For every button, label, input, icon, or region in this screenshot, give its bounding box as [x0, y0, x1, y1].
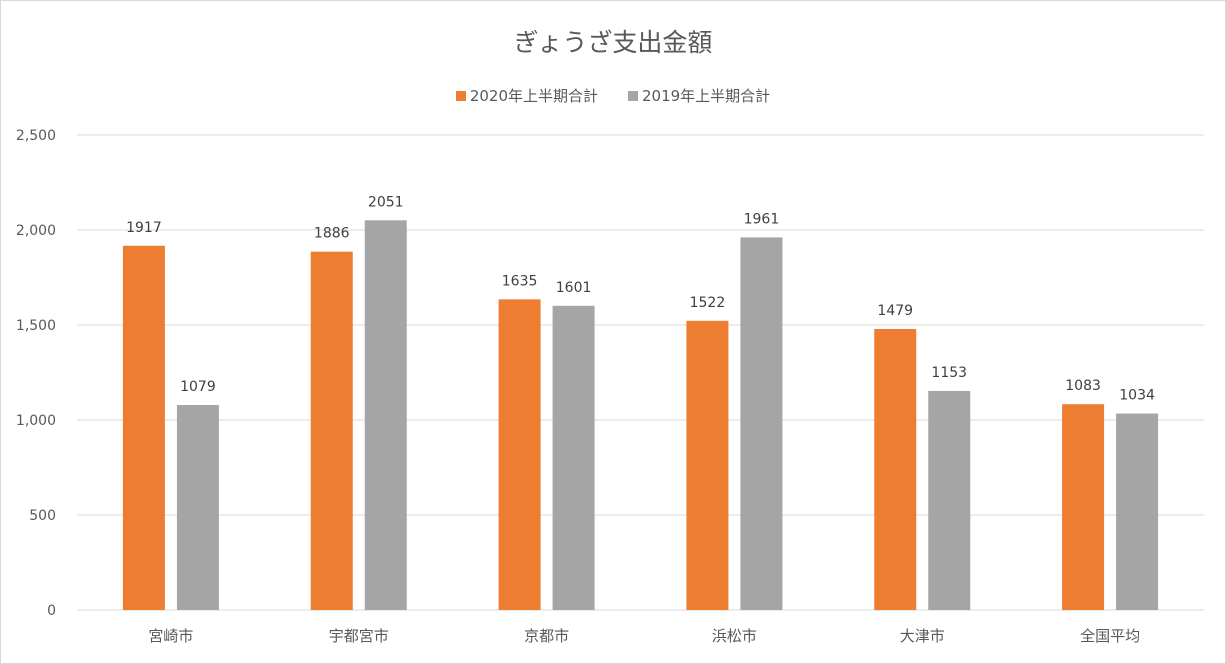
bar	[874, 328, 917, 610]
y-tick-label: 0	[47, 603, 56, 619]
legend-label-2019: 2019年上半期合計	[642, 87, 771, 105]
bar	[686, 320, 729, 610]
legend-item-2019: 2019年上半期合計	[628, 85, 770, 106]
chart-title: ぎょうざ支出金額	[513, 28, 713, 57]
bar	[928, 390, 971, 610]
legend-swatch-2019	[628, 90, 638, 101]
legend-label-2020: 2020年上半期合計	[469, 87, 598, 105]
bar	[122, 245, 165, 610]
y-tick-label: 2,500	[16, 128, 56, 144]
x-tick-label: 浜松市	[712, 627, 757, 645]
x-tick-label: 大津市	[900, 627, 945, 645]
bar	[740, 237, 783, 610]
bar	[364, 220, 407, 610]
chart-legend: 2020年上半期合計 2019年上半期合計	[1, 85, 1225, 106]
data-label: 1479	[877, 303, 913, 319]
data-label: 1635	[502, 273, 538, 289]
data-label: 2051	[368, 194, 404, 210]
bar	[310, 251, 353, 610]
y-tick-label: 1,000	[16, 413, 56, 429]
x-tick-label: 京都市	[524, 627, 569, 645]
legend-swatch-2020	[455, 90, 466, 101]
data-label: 1034	[1119, 388, 1155, 404]
data-label: 1961	[744, 211, 780, 227]
data-label: 1886	[314, 226, 350, 242]
y-tick-label: 1,500	[16, 318, 56, 334]
data-label: 1522	[690, 295, 726, 311]
bar	[1116, 413, 1159, 610]
data-label: 1083	[1065, 378, 1101, 394]
data-label: 1153	[931, 365, 967, 381]
bar	[1062, 404, 1105, 610]
legend-item-2020: 2020年上半期合計	[455, 85, 598, 106]
y-tick-label: 500	[29, 508, 56, 524]
x-tick-label: 宮崎市	[148, 627, 193, 645]
bar	[176, 404, 219, 610]
bar	[498, 299, 541, 610]
data-label: 1917	[126, 220, 162, 236]
data-label: 1079	[180, 379, 216, 395]
y-tick-label: 2,000	[16, 223, 56, 239]
data-label: 1601	[556, 280, 592, 296]
bar	[552, 305, 595, 610]
x-tick-label: 全国平均	[1080, 627, 1140, 645]
x-tick-label: 宇都宮市	[329, 627, 389, 645]
